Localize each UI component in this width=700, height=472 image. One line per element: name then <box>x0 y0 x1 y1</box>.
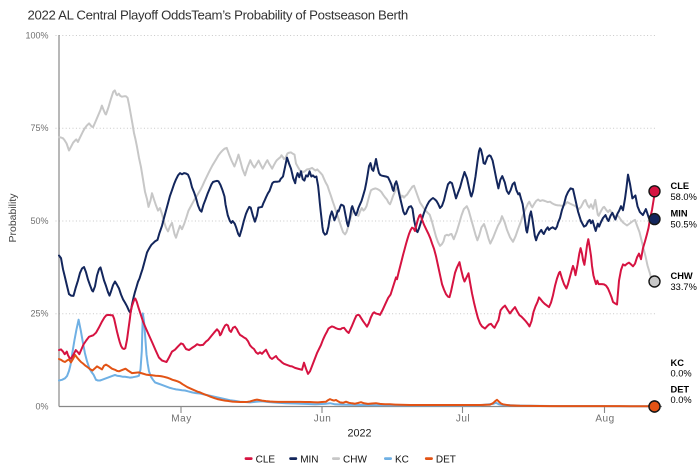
svg-text:50%: 50% <box>30 216 48 226</box>
svg-text:58.0%: 58.0% <box>671 192 697 202</box>
svg-text:Probability: Probability <box>7 193 19 243</box>
svg-text:DET: DET <box>436 455 456 466</box>
svg-text:2022: 2022 <box>347 428 371 440</box>
svg-text:Jul: Jul <box>456 414 470 425</box>
svg-text:KC: KC <box>395 455 409 466</box>
svg-text:25%: 25% <box>30 309 48 319</box>
svg-text:2022 AL Central Playoff OddsTe: 2022 AL Central Playoff OddsTeam’s Proba… <box>28 8 408 23</box>
svg-text:0.0%: 0.0% <box>671 395 692 405</box>
svg-text:50.5%: 50.5% <box>671 220 697 230</box>
svg-text:CLE: CLE <box>256 455 276 466</box>
svg-text:Aug: Aug <box>595 414 614 425</box>
svg-text:CHW: CHW <box>671 271 693 281</box>
svg-text:75%: 75% <box>30 123 48 133</box>
svg-text:100%: 100% <box>25 30 48 40</box>
svg-text:KC: KC <box>671 358 685 368</box>
svg-text:33.7%: 33.7% <box>671 282 697 292</box>
svg-text:Jun: Jun <box>314 414 332 425</box>
svg-text:MIN: MIN <box>300 455 318 466</box>
svg-text:0.0%: 0.0% <box>671 369 692 379</box>
svg-text:0%: 0% <box>35 401 48 411</box>
svg-text:MIN: MIN <box>671 209 688 219</box>
svg-text:CHW: CHW <box>343 455 367 466</box>
svg-text:CLE: CLE <box>671 181 690 191</box>
svg-text:DET: DET <box>671 385 690 395</box>
svg-text:May: May <box>171 414 191 425</box>
